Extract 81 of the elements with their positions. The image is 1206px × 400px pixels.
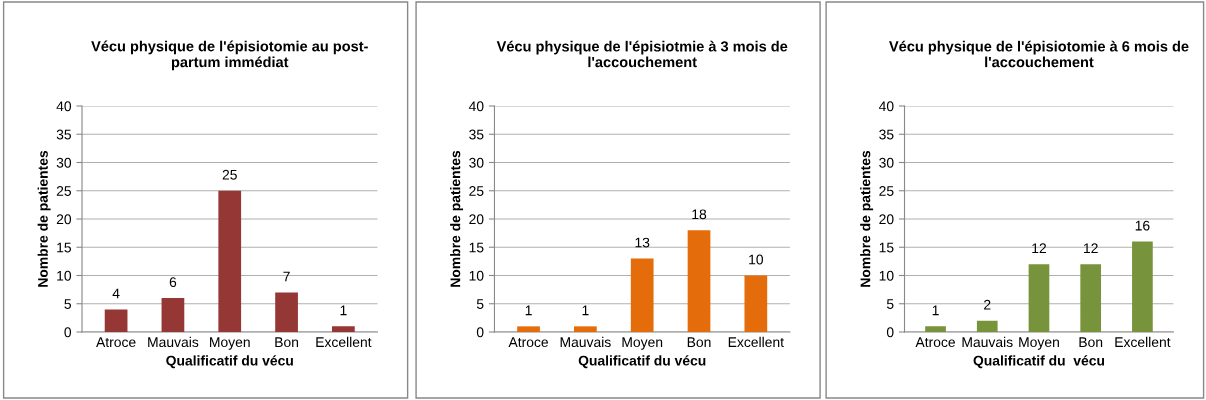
- data-label: 7: [283, 271, 290, 282]
- bar: [275, 292, 298, 332]
- bar: [218, 190, 242, 332]
- data-label: 10: [749, 254, 764, 265]
- y-tick-label: 15: [57, 242, 72, 253]
- data-label: 16: [1135, 220, 1150, 231]
- data-label: 12: [1084, 243, 1098, 253]
- bar: [1028, 264, 1050, 332]
- x-tick-label: Moyen: [1019, 337, 1059, 350]
- y-tick-label: 20: [56, 214, 72, 225]
- y-axis-title: Nombre de patientes: [37, 150, 51, 287]
- bar: [574, 326, 597, 332]
- x-tick-label: Excellent: [1115, 336, 1171, 348]
- y-tick-label: 0: [64, 327, 72, 338]
- x-tick-label: Atroce: [96, 337, 136, 348]
- y-tick-label: 30: [469, 157, 484, 168]
- y-tick-label: 10: [57, 270, 72, 281]
- x-tick-label: Moyen: [622, 337, 663, 350]
- y-tick-label: 20: [879, 214, 894, 225]
- x-axis-title: Qualificatif du vécu: [973, 355, 1105, 369]
- bar: [1132, 241, 1153, 332]
- x-tick-label: Mauvais: [560, 336, 611, 348]
- y-tick-label: 15: [879, 242, 894, 253]
- bar: [976, 320, 998, 332]
- y-axis-title: Nombre de patientes: [860, 150, 874, 287]
- x-tick-label: Atroce: [915, 337, 955, 348]
- x-axis-title: Qualificatif du vécu: [166, 355, 293, 369]
- y-tick-label: 5: [64, 299, 72, 309]
- data-label: 12: [1032, 243, 1046, 253]
- x-tick-label: Mauvais: [962, 336, 1013, 348]
- y-tick-label: 30: [56, 157, 72, 168]
- y-tick-label: 35: [56, 129, 72, 140]
- x-tick-label: Atroce: [508, 337, 549, 348]
- y-tick-label: 10: [879, 270, 894, 281]
- bar: [517, 326, 540, 332]
- y-tick-label: 25: [56, 186, 72, 196]
- y-tick-label: 15: [469, 242, 484, 253]
- y-tick-label: 35: [469, 129, 484, 140]
- y-tick-label: 0: [886, 327, 894, 338]
- y-tick-label: 0: [476, 327, 484, 338]
- y-tick-label: 20: [469, 214, 484, 225]
- data-label: 4: [112, 288, 120, 299]
- y-tick-label: 40: [56, 101, 72, 112]
- x-tick-label: Excellent: [728, 336, 784, 348]
- bar: [630, 258, 654, 332]
- y-tick-label: 40: [878, 101, 894, 112]
- bar: [687, 230, 711, 332]
- bar: [332, 326, 355, 332]
- x-axis-title: Qualificatif du vécu: [578, 355, 706, 369]
- chart-title: Vécu physique de l'épisiotmie à 3 mois de l'accouchement: [496, 40, 788, 68]
- y-tick-label: 25: [469, 186, 484, 196]
- chart-title: Vécu physique de l'épisiotomie à 6 mois de l'accouchement: [889, 40, 1189, 68]
- y-tick-label: 10: [469, 270, 484, 281]
- bar: [1080, 264, 1102, 332]
- data-label: 1: [525, 305, 532, 316]
- data-label: 1: [582, 305, 589, 316]
- y-tick-label: 30: [879, 157, 894, 168]
- y-tick-label: 5: [476, 299, 484, 309]
- data-label: 1: [932, 305, 939, 316]
- bar: [104, 309, 128, 332]
- x-tick-label: Mauvais: [148, 336, 199, 348]
- y-axis-title: Nombre de patientes: [450, 150, 464, 287]
- data-label: 18: [692, 209, 707, 220]
- data-label: 13: [635, 237, 650, 248]
- data-label: 6: [169, 277, 177, 288]
- bar: [744, 275, 768, 332]
- y-tick-label: 5: [886, 299, 894, 309]
- bar: [161, 298, 185, 332]
- x-tick-label: Bon: [1079, 337, 1103, 348]
- bar: [925, 326, 946, 332]
- data-label: 1: [340, 305, 347, 316]
- data-label: 2: [984, 299, 991, 310]
- y-tick-label: 40: [468, 101, 484, 112]
- x-tick-label: Bon: [687, 337, 711, 348]
- y-tick-label: 35: [879, 129, 894, 140]
- data-label: 25: [222, 169, 237, 180]
- chart-title: Vécu physique de l'épisiotomie au post- partum immédiat: [91, 40, 368, 71]
- y-tick-label: 25: [879, 186, 894, 196]
- x-tick-label: Excellent: [316, 336, 372, 348]
- x-tick-label: Bon: [275, 337, 299, 348]
- x-tick-label: Moyen: [210, 337, 250, 350]
